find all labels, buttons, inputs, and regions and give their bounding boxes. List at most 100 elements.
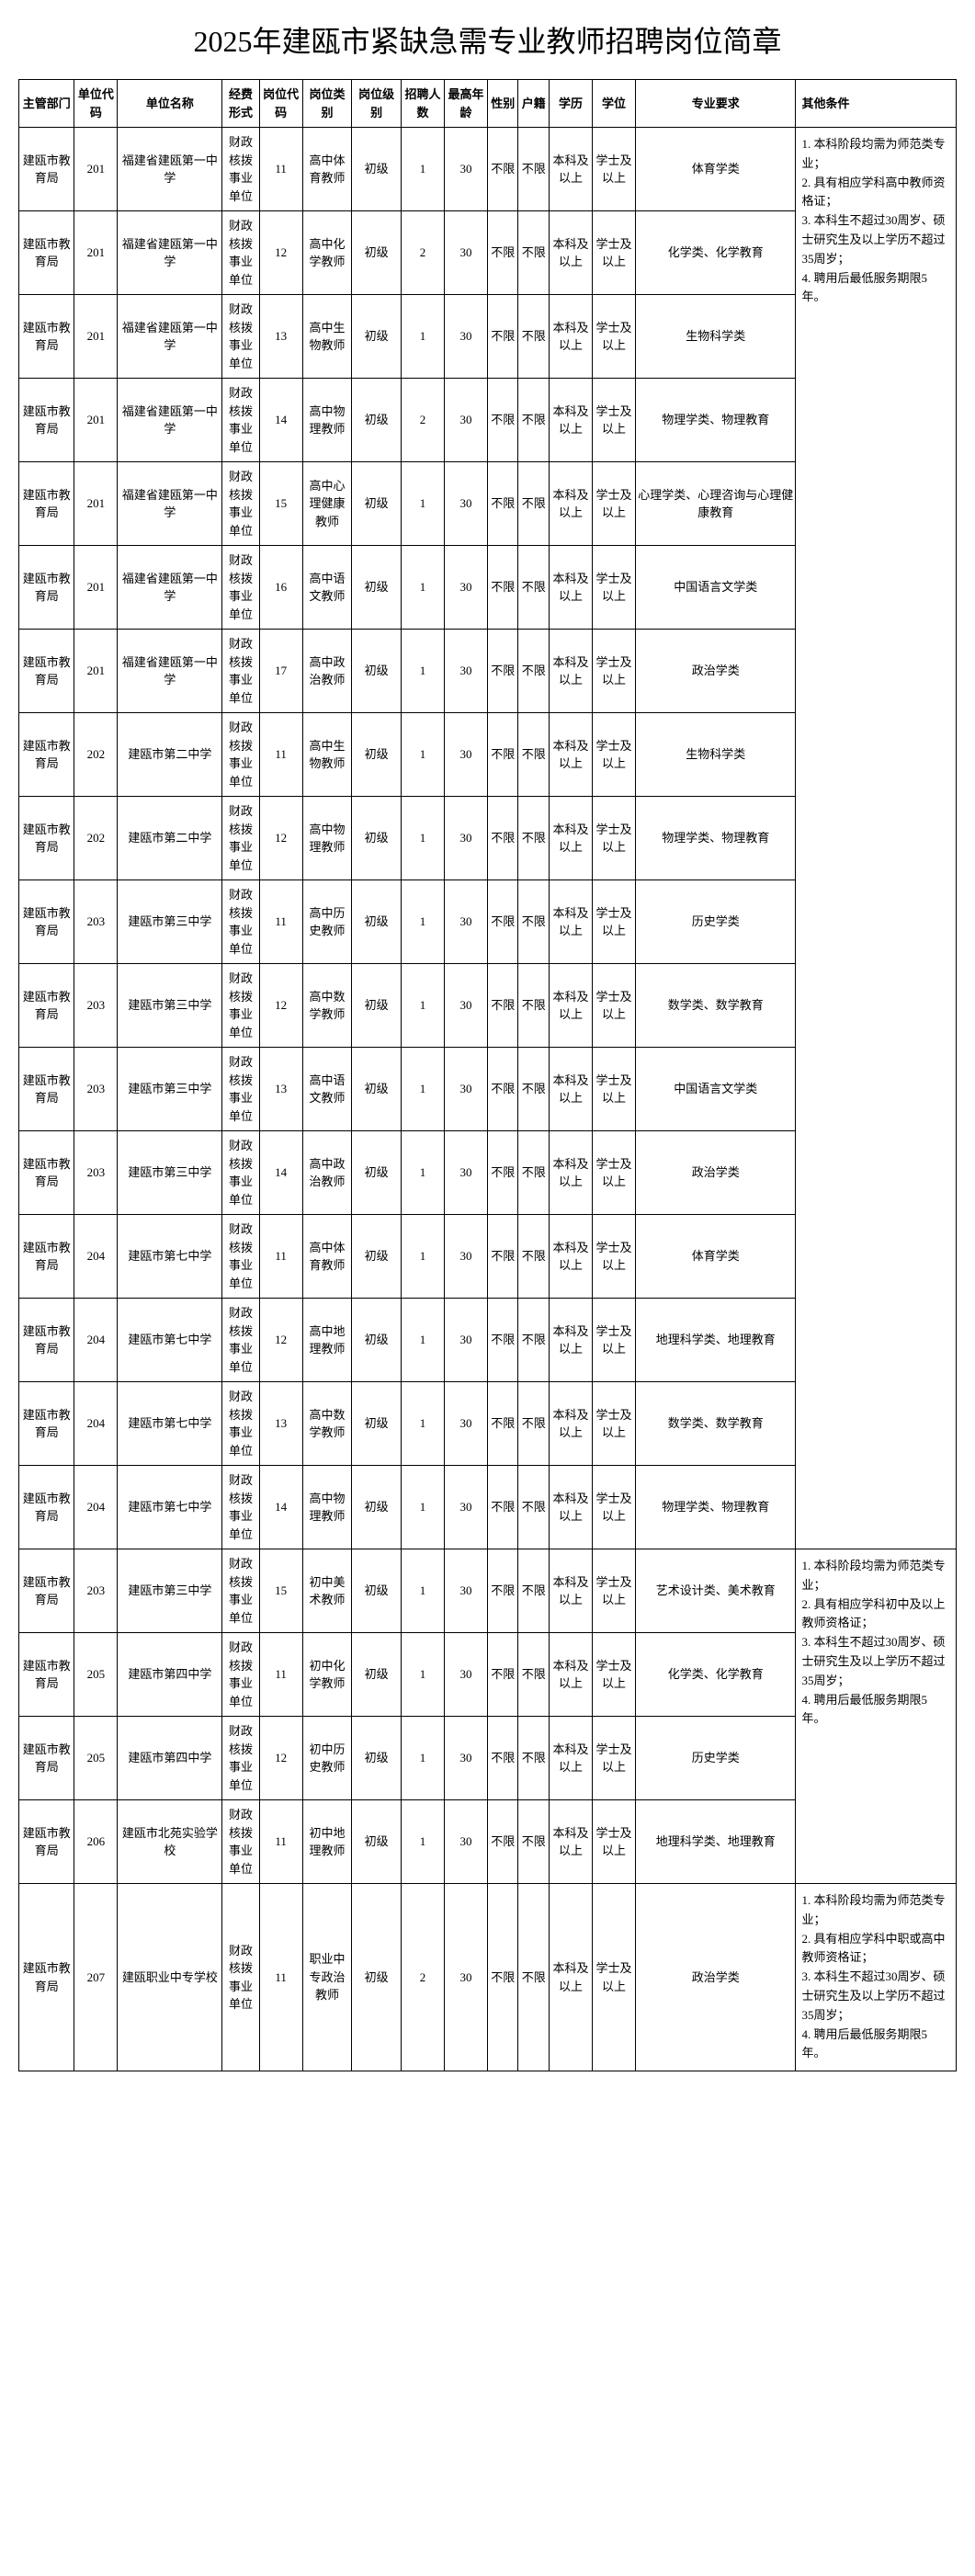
cell-poscode: 12	[259, 1717, 302, 1800]
cell-postype: 高中地理教师	[302, 1299, 352, 1382]
cell-major: 地理科学类、地理教育	[635, 1800, 795, 1884]
cell-residence: 不限	[518, 379, 550, 462]
cell-postype: 高中数学教师	[302, 1382, 352, 1466]
cell-unitname: 福建省建瓯第一中学	[118, 211, 222, 295]
cell-unitname: 建瓯市第三中学	[118, 1048, 222, 1131]
cell-edu: 本科及以上	[550, 1215, 593, 1299]
cell-dept: 建瓯市教育局	[19, 128, 74, 211]
cell-count: 1	[402, 1800, 445, 1884]
cell-dept: 建瓯市教育局	[19, 1549, 74, 1633]
cell-postype: 高中体育教师	[302, 128, 352, 211]
cell-funding: 财政核拨事业单位	[222, 211, 259, 295]
cell-edu: 本科及以上	[550, 1884, 593, 2071]
cell-gender: 不限	[487, 797, 518, 880]
cell-unitcode: 201	[74, 295, 118, 379]
cell-count: 1	[402, 295, 445, 379]
header-poscode: 岗位代码	[259, 80, 302, 128]
cell-unitcode: 206	[74, 1800, 118, 1884]
cell-edu: 本科及以上	[550, 1048, 593, 1131]
cell-edu: 本科及以上	[550, 1549, 593, 1633]
header-degree: 学位	[593, 80, 636, 128]
cell-degree: 学士及以上	[593, 295, 636, 379]
condition-line: 4. 聘用后最低服务期限5年。	[801, 269, 950, 308]
cell-count: 1	[402, 128, 445, 211]
cell-unitcode: 204	[74, 1382, 118, 1466]
cell-count: 1	[402, 713, 445, 797]
cell-degree: 学士及以上	[593, 1800, 636, 1884]
cell-degree: 学士及以上	[593, 1299, 636, 1382]
cell-unitcode: 201	[74, 211, 118, 295]
cell-major: 体育学类	[635, 128, 795, 211]
cell-degree: 学士及以上	[593, 1215, 636, 1299]
cell-unitname: 福建省建瓯第一中学	[118, 630, 222, 713]
cell-postype: 高中体育教师	[302, 1215, 352, 1299]
recruitment-table: 主管部门 单位代码 单位名称 经费形式 岗位代码 岗位类别 岗位级别 招聘人数 …	[18, 79, 957, 2071]
cell-unitcode: 203	[74, 1549, 118, 1633]
cell-funding: 财政核拨事业单位	[222, 964, 259, 1048]
cell-residence: 不限	[518, 295, 550, 379]
cell-edu: 本科及以上	[550, 630, 593, 713]
cell-dept: 建瓯市教育局	[19, 630, 74, 713]
cell-count: 1	[402, 1215, 445, 1299]
cell-residence: 不限	[518, 1466, 550, 1549]
cell-funding: 财政核拨事业单位	[222, 1131, 259, 1215]
cell-postype: 职业中专政治教师	[302, 1884, 352, 2071]
cell-count: 1	[402, 1633, 445, 1717]
cell-poscode: 12	[259, 1299, 302, 1382]
cell-age: 30	[444, 1549, 487, 1633]
cell-unitname: 建瓯市第二中学	[118, 797, 222, 880]
cell-unitcode: 205	[74, 1717, 118, 1800]
cell-age: 30	[444, 630, 487, 713]
cell-gender: 不限	[487, 880, 518, 964]
cell-degree: 学士及以上	[593, 1382, 636, 1466]
cell-dept: 建瓯市教育局	[19, 1884, 74, 2071]
cell-poscode: 11	[259, 128, 302, 211]
condition-line: 1. 本科阶段均需为师范类专业；	[801, 1891, 950, 1930]
cell-unitcode: 201	[74, 379, 118, 462]
cell-unitcode: 203	[74, 1048, 118, 1131]
cell-gender: 不限	[487, 295, 518, 379]
cell-residence: 不限	[518, 1549, 550, 1633]
cell-residence: 不限	[518, 128, 550, 211]
cell-count: 1	[402, 797, 445, 880]
cell-dept: 建瓯市教育局	[19, 1131, 74, 1215]
cell-unitcode: 204	[74, 1299, 118, 1382]
cell-age: 30	[444, 1466, 487, 1549]
cell-unitname: 建瓯市第三中学	[118, 964, 222, 1048]
cell-dept: 建瓯市教育局	[19, 1048, 74, 1131]
cell-postype: 高中生物教师	[302, 713, 352, 797]
cell-postype: 初中历史教师	[302, 1717, 352, 1800]
cell-unitname: 福建省建瓯第一中学	[118, 295, 222, 379]
cell-postype: 高中物理教师	[302, 1466, 352, 1549]
header-count: 招聘人数	[402, 80, 445, 128]
cell-degree: 学士及以上	[593, 1048, 636, 1131]
cell-residence: 不限	[518, 797, 550, 880]
cell-residence: 不限	[518, 713, 550, 797]
cell-residence: 不限	[518, 964, 550, 1048]
cell-degree: 学士及以上	[593, 630, 636, 713]
cell-major: 体育学类	[635, 1215, 795, 1299]
cell-unitname: 福建省建瓯第一中学	[118, 128, 222, 211]
header-postype: 岗位类别	[302, 80, 352, 128]
cell-poslevel: 初级	[352, 1048, 402, 1131]
cell-edu: 本科及以上	[550, 880, 593, 964]
cell-count: 1	[402, 546, 445, 630]
cell-gender: 不限	[487, 1717, 518, 1800]
condition-line: 4. 聘用后最低服务期限5年。	[801, 1691, 950, 1730]
cell-edu: 本科及以上	[550, 1800, 593, 1884]
cell-poscode: 14	[259, 379, 302, 462]
cell-dept: 建瓯市教育局	[19, 797, 74, 880]
cell-funding: 财政核拨事业单位	[222, 295, 259, 379]
cell-unitname: 建瓯市第三中学	[118, 880, 222, 964]
cell-residence: 不限	[518, 1633, 550, 1717]
cell-degree: 学士及以上	[593, 880, 636, 964]
header-residence: 户籍	[518, 80, 550, 128]
cell-poslevel: 初级	[352, 1299, 402, 1382]
cell-edu: 本科及以上	[550, 211, 593, 295]
cell-unitname: 建瓯市第四中学	[118, 1717, 222, 1800]
cell-major: 历史学类	[635, 1717, 795, 1800]
cell-unitcode: 201	[74, 462, 118, 546]
cell-unitname: 建瓯市第七中学	[118, 1382, 222, 1466]
cell-dept: 建瓯市教育局	[19, 1215, 74, 1299]
cell-dept: 建瓯市教育局	[19, 379, 74, 462]
